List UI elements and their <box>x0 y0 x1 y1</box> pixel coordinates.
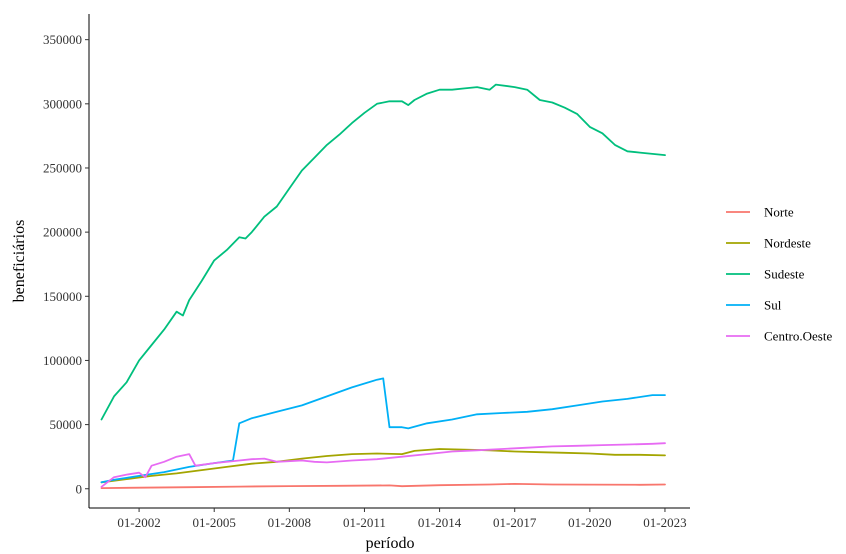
series-line-norte <box>100 483 666 489</box>
y-tick-label: 200000 <box>43 225 82 240</box>
y-tick-label: 300000 <box>43 96 82 111</box>
x-tick-label: 01-2017 <box>493 515 537 530</box>
series-line-sul <box>100 377 666 484</box>
y-tick-label: 350000 <box>43 32 82 47</box>
y-tick-label: 0 <box>76 481 83 496</box>
legend-label: Sul <box>764 298 782 313</box>
y-tick-label: 50000 <box>50 417 83 432</box>
x-tick-label: 01-2023 <box>643 515 686 530</box>
legend-label: Norte <box>764 205 794 220</box>
series-line-sudeste <box>100 83 666 421</box>
legend-label: Sudeste <box>764 267 805 282</box>
y-tick-label: 150000 <box>43 289 82 304</box>
legend-label: Nordeste <box>764 236 811 251</box>
x-tick-label: 01-2002 <box>117 515 160 530</box>
x-tick-label: 01-2014 <box>418 515 462 530</box>
series-line-centro-oeste <box>100 442 666 488</box>
x-tick-label: 01-2005 <box>193 515 236 530</box>
x-tick-label: 01-2011 <box>343 515 386 530</box>
x-tick-label: 01-2020 <box>568 515 611 530</box>
y-tick-label: 250000 <box>43 160 82 175</box>
x-tick-label: 01-2008 <box>268 515 311 530</box>
legend-label: Centro.Oeste <box>764 329 832 344</box>
series-line-nordeste <box>100 448 666 484</box>
x-axis-title: período <box>366 535 415 552</box>
y-tick-label: 100000 <box>43 353 82 368</box>
legend: Norte Nordeste Sudeste Sul Centro.Oeste <box>726 205 832 344</box>
y-axis-title: beneficiários <box>11 220 28 303</box>
